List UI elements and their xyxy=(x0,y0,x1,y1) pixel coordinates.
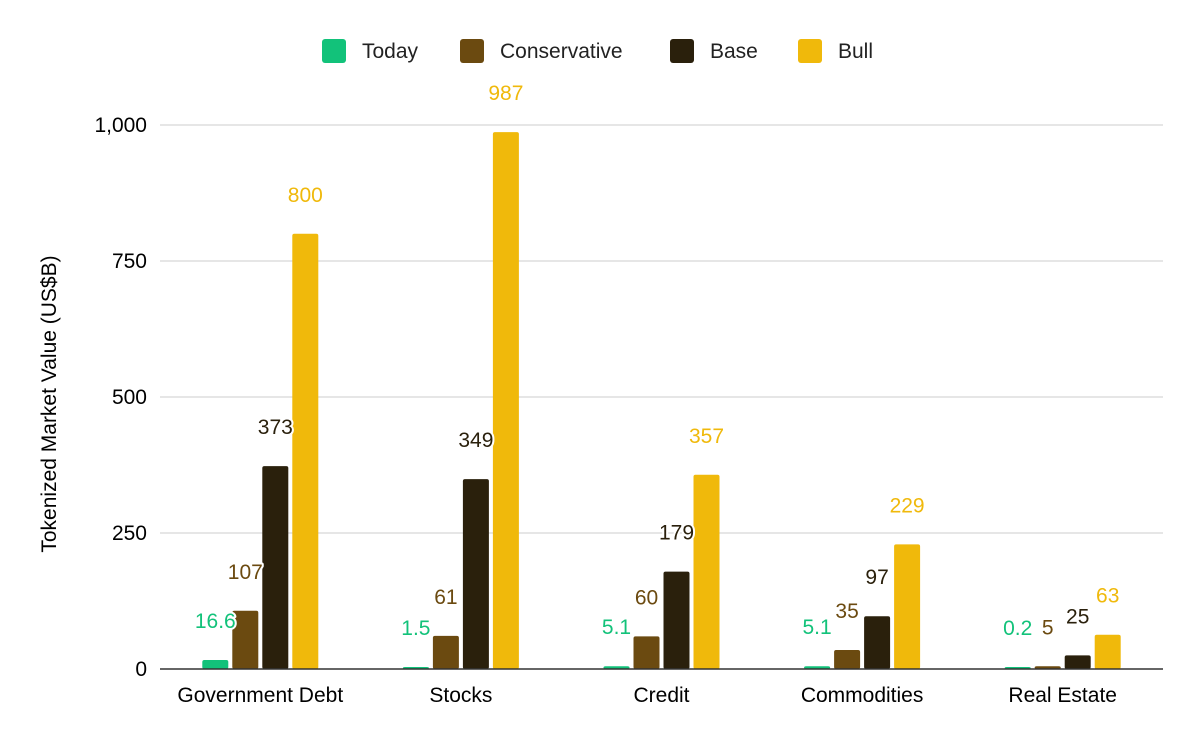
x-axis: Government Debt Stocks Credit Commodities Re… xyxy=(160,668,1163,707)
data-label: 987 xyxy=(488,82,523,105)
data-label: 107 xyxy=(228,561,263,584)
bar-base-government-debt xyxy=(262,466,289,669)
bar-conservative-stocks xyxy=(432,635,459,669)
data-label: 349 xyxy=(458,429,493,452)
data-label: 16.6 xyxy=(195,610,236,633)
bar-conservative-commodities xyxy=(834,649,861,669)
legend: Today Conservative Base Bull xyxy=(322,39,873,63)
data-label: 179 xyxy=(659,522,694,545)
data-label: 800 xyxy=(288,184,323,207)
data-label: 373 xyxy=(258,416,293,439)
y-tick-label: 250 xyxy=(112,522,147,545)
bar-bull-credit xyxy=(693,474,720,669)
data-label: 5.1 xyxy=(602,616,631,639)
data-label: 60 xyxy=(635,586,658,609)
x-tick-label: Credit xyxy=(633,684,689,707)
data-label: 25 xyxy=(1066,605,1089,628)
data-label: 5.1 xyxy=(802,616,831,639)
y-tick-label: 750 xyxy=(112,250,147,273)
data-label: 357 xyxy=(689,425,724,448)
y-tick-label: 1,000 xyxy=(94,114,147,137)
bar-bull-real-estate xyxy=(1094,634,1121,669)
bar-today-government-debt xyxy=(202,659,229,669)
x-tick-label: Commodities xyxy=(801,684,924,707)
legend-item-bull: Bull xyxy=(798,39,873,63)
bar-base-credit xyxy=(663,571,690,669)
legend-swatch xyxy=(460,39,484,63)
data-label: 5 xyxy=(1042,616,1054,639)
data-label: 61 xyxy=(434,586,457,609)
bar-bull-government-debt xyxy=(292,233,319,670)
y-tick-label: 0 xyxy=(135,658,147,681)
bar-bull-commodities xyxy=(894,544,921,669)
legend-label: Base xyxy=(710,40,758,63)
legend-label: Conservative xyxy=(500,40,623,63)
data-label: 97 xyxy=(865,566,888,589)
x-tick-label: Real Estate xyxy=(1008,684,1117,707)
bar-bull-stocks xyxy=(492,132,519,669)
bars xyxy=(202,132,1121,670)
data-label: 35 xyxy=(835,600,858,623)
bar-conservative-credit xyxy=(633,636,660,669)
x-tick-label: Government Debt xyxy=(177,684,343,707)
x-tick-label: Stocks xyxy=(429,684,492,707)
data-labels: 16.61073738001.5613499875.1601793575.135… xyxy=(193,80,1122,642)
y-axis-title: Tokenized Market Value (US$B) xyxy=(38,255,61,552)
bar-conservative-government-debt xyxy=(232,610,259,669)
data-label: 0.2 xyxy=(1003,617,1032,640)
bar-base-stocks xyxy=(462,479,489,669)
legend-swatch xyxy=(798,39,822,63)
legend-item-conservative: Conservative xyxy=(460,39,623,63)
legend-swatch xyxy=(670,39,694,63)
legend-item-today: Today xyxy=(322,39,419,63)
legend-label: Today xyxy=(362,40,419,63)
gridlines xyxy=(160,124,1163,534)
data-label: 229 xyxy=(890,494,925,517)
legend-item-base: Base xyxy=(670,39,758,63)
legend-swatch xyxy=(322,39,346,63)
bar-base-real-estate xyxy=(1064,655,1091,669)
data-label: 63 xyxy=(1096,585,1119,608)
y-tick-label: 500 xyxy=(112,386,147,409)
data-label: 1.5 xyxy=(401,617,430,640)
legend-label: Bull xyxy=(838,40,873,63)
bar-base-commodities xyxy=(864,616,891,669)
y-axis: 0 250 500 750 1,000 xyxy=(94,114,147,681)
